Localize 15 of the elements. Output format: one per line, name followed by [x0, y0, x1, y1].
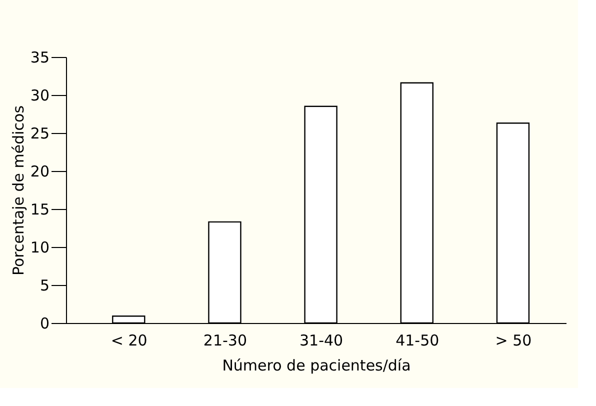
y-tick-label: 20 — [30, 162, 50, 180]
y-tick-label: 15 — [30, 200, 50, 218]
x-tick-label: 41-50 — [396, 332, 440, 350]
y-tick-label: 25 — [30, 124, 50, 142]
y-axis-title: Porcentaje de médicos — [9, 105, 28, 276]
x-tick-label: > 50 — [495, 332, 532, 350]
y-tick-label: 10 — [30, 238, 50, 256]
y-tick-label: 30 — [30, 86, 50, 104]
x-axis-title: Número de pacientes/día — [222, 356, 411, 374]
y-tick-label: 0 — [40, 314, 50, 332]
x-tick-label: 21-30 — [203, 332, 248, 350]
x-tick-label: 31-40 — [300, 332, 344, 350]
x-tick-label: < 20 — [110, 332, 148, 350]
y-tick-label: 5 — [40, 276, 50, 294]
y-tick-label: 35 — [30, 48, 50, 66]
